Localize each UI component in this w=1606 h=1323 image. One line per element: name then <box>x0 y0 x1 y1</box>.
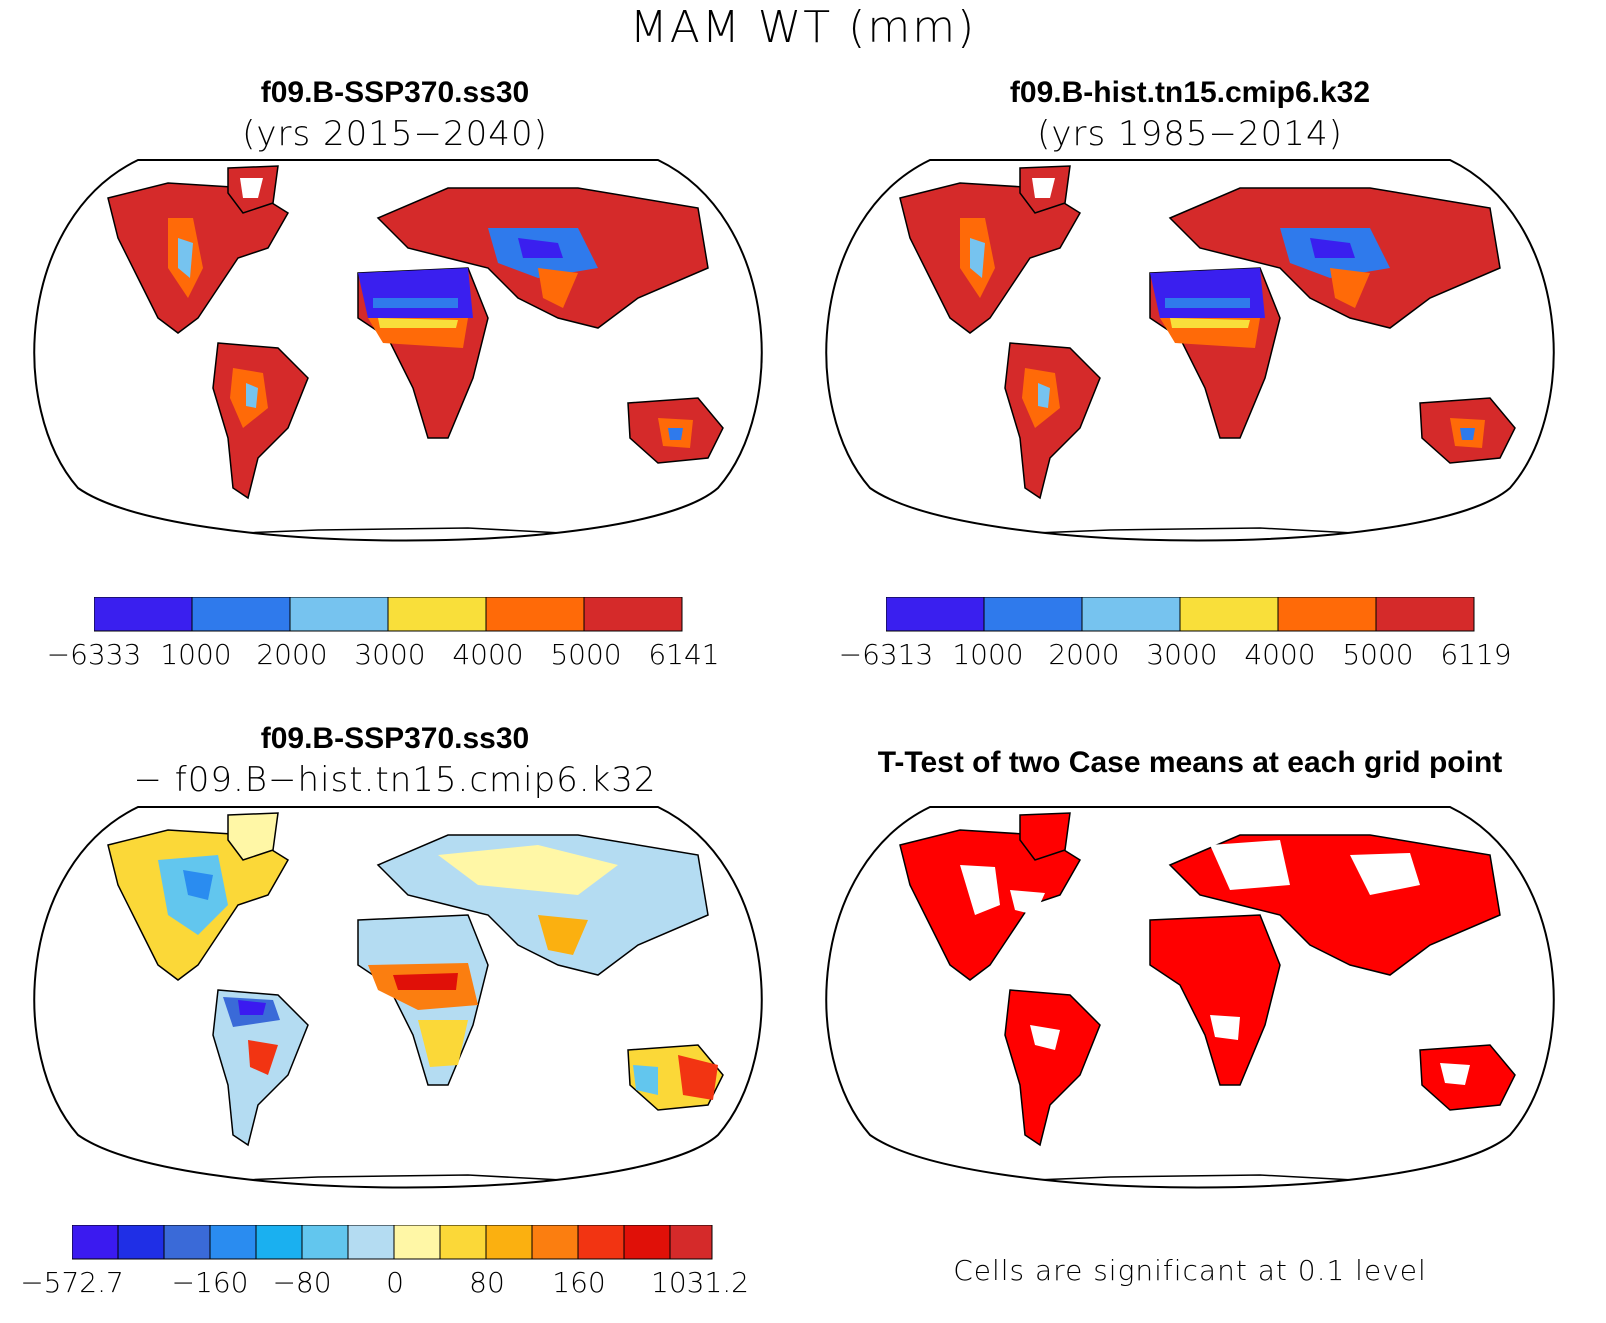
panel-subtitle-bottom-left: − f09.B−hist.tn15.cmip6.k32 <box>133 760 657 800</box>
land-fill-top-left <box>107 165 724 537</box>
colorbar-label: 80 <box>469 1266 505 1299</box>
land-fill-bottom-left <box>107 812 724 1184</box>
colorbar-label: 3000 <box>354 638 426 671</box>
colorbar-label: 1000 <box>160 638 232 671</box>
panel-title-bottom-right: T-Test of two Case means at each grid po… <box>877 746 1503 779</box>
land-fill-bottom-right <box>899 812 1516 1184</box>
colorbar-label: 6119 <box>1440 638 1512 671</box>
colorbar-label: 4000 <box>452 638 524 671</box>
colorbar-top-left <box>94 597 683 632</box>
colorbar-label: 160 <box>552 1266 606 1299</box>
land-fill-top-right <box>899 165 1516 537</box>
colorbar-label: 2000 <box>256 638 328 671</box>
panel-title-top-right: f09.B-hist.tn15.cmip6.k32 <box>1009 76 1371 109</box>
colorbar-label: −6333 <box>46 638 142 671</box>
figure-title: MAM WT (mm) <box>629 2 977 53</box>
colorbar-label: −6313 <box>838 638 934 671</box>
colorbar-label: 0 <box>386 1266 404 1299</box>
colorbar-label: 1000 <box>952 638 1024 671</box>
significance-footnote: Cells are significant at 0.1 level <box>953 1254 1427 1287</box>
panel-subtitle-top-right: (yrs 1985−2014) <box>1037 114 1343 154</box>
colorbar-label: 5000 <box>1342 638 1414 671</box>
panel-title-top-left: f09.B-SSP370.ss30 <box>260 76 530 109</box>
map-top-left <box>33 159 763 542</box>
map-bottom-right <box>825 806 1555 1189</box>
colorbar-label: 1031.2 <box>651 1266 749 1299</box>
colorbar-label: 3000 <box>1146 638 1218 671</box>
colorbar-label: −160 <box>171 1266 249 1299</box>
map-top-right <box>825 159 1555 542</box>
colorbar-label: 4000 <box>1244 638 1316 671</box>
colorbar-label: 5000 <box>550 638 622 671</box>
colorbar-label: 6141 <box>648 638 720 671</box>
colorbar-top-right <box>886 597 1475 632</box>
map-bottom-left <box>33 806 763 1189</box>
colorbar-label: 2000 <box>1048 638 1120 671</box>
colorbar-bottom-left <box>72 1225 713 1260</box>
panel-title-bottom-left: f09.B-SSP370.ss30 <box>260 722 530 755</box>
panel-subtitle-top-left: (yrs 2015−2040) <box>242 114 548 154</box>
colorbar-label: −572.7 <box>20 1266 124 1299</box>
colorbar-label: −80 <box>272 1266 332 1299</box>
